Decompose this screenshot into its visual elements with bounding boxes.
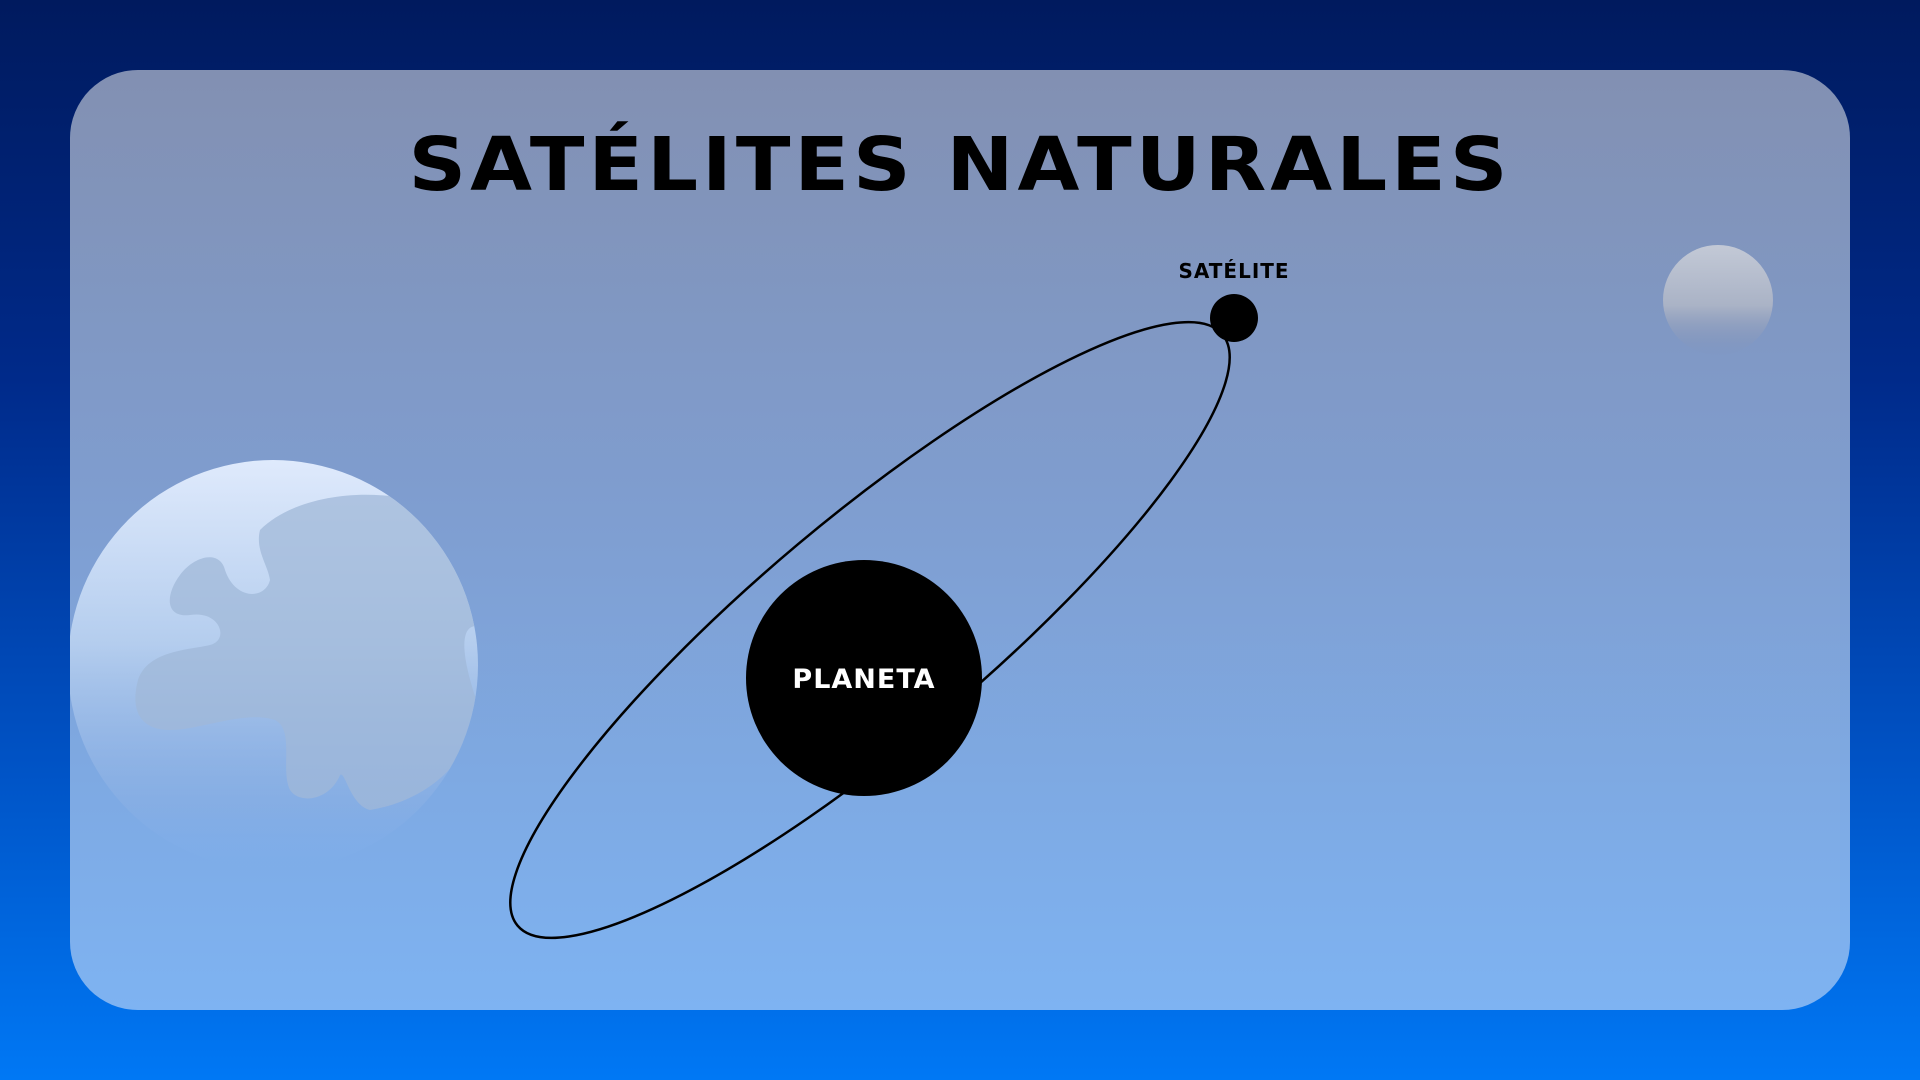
orbit-diagram: PLANETA SATÉLITE — [70, 245, 1773, 940]
slide-card: SATÉLITES NATURALES — [70, 70, 1850, 1010]
earth-icon — [70, 460, 478, 870]
planet-label: PLANETA — [792, 664, 935, 695]
moon-icon — [1663, 245, 1773, 355]
page-title: SATÉLITES NATURALES — [408, 121, 1512, 208]
planet-circle — [746, 560, 982, 796]
satellite-label: SATÉLITE — [1178, 259, 1289, 283]
satellite-circle — [1210, 294, 1258, 342]
